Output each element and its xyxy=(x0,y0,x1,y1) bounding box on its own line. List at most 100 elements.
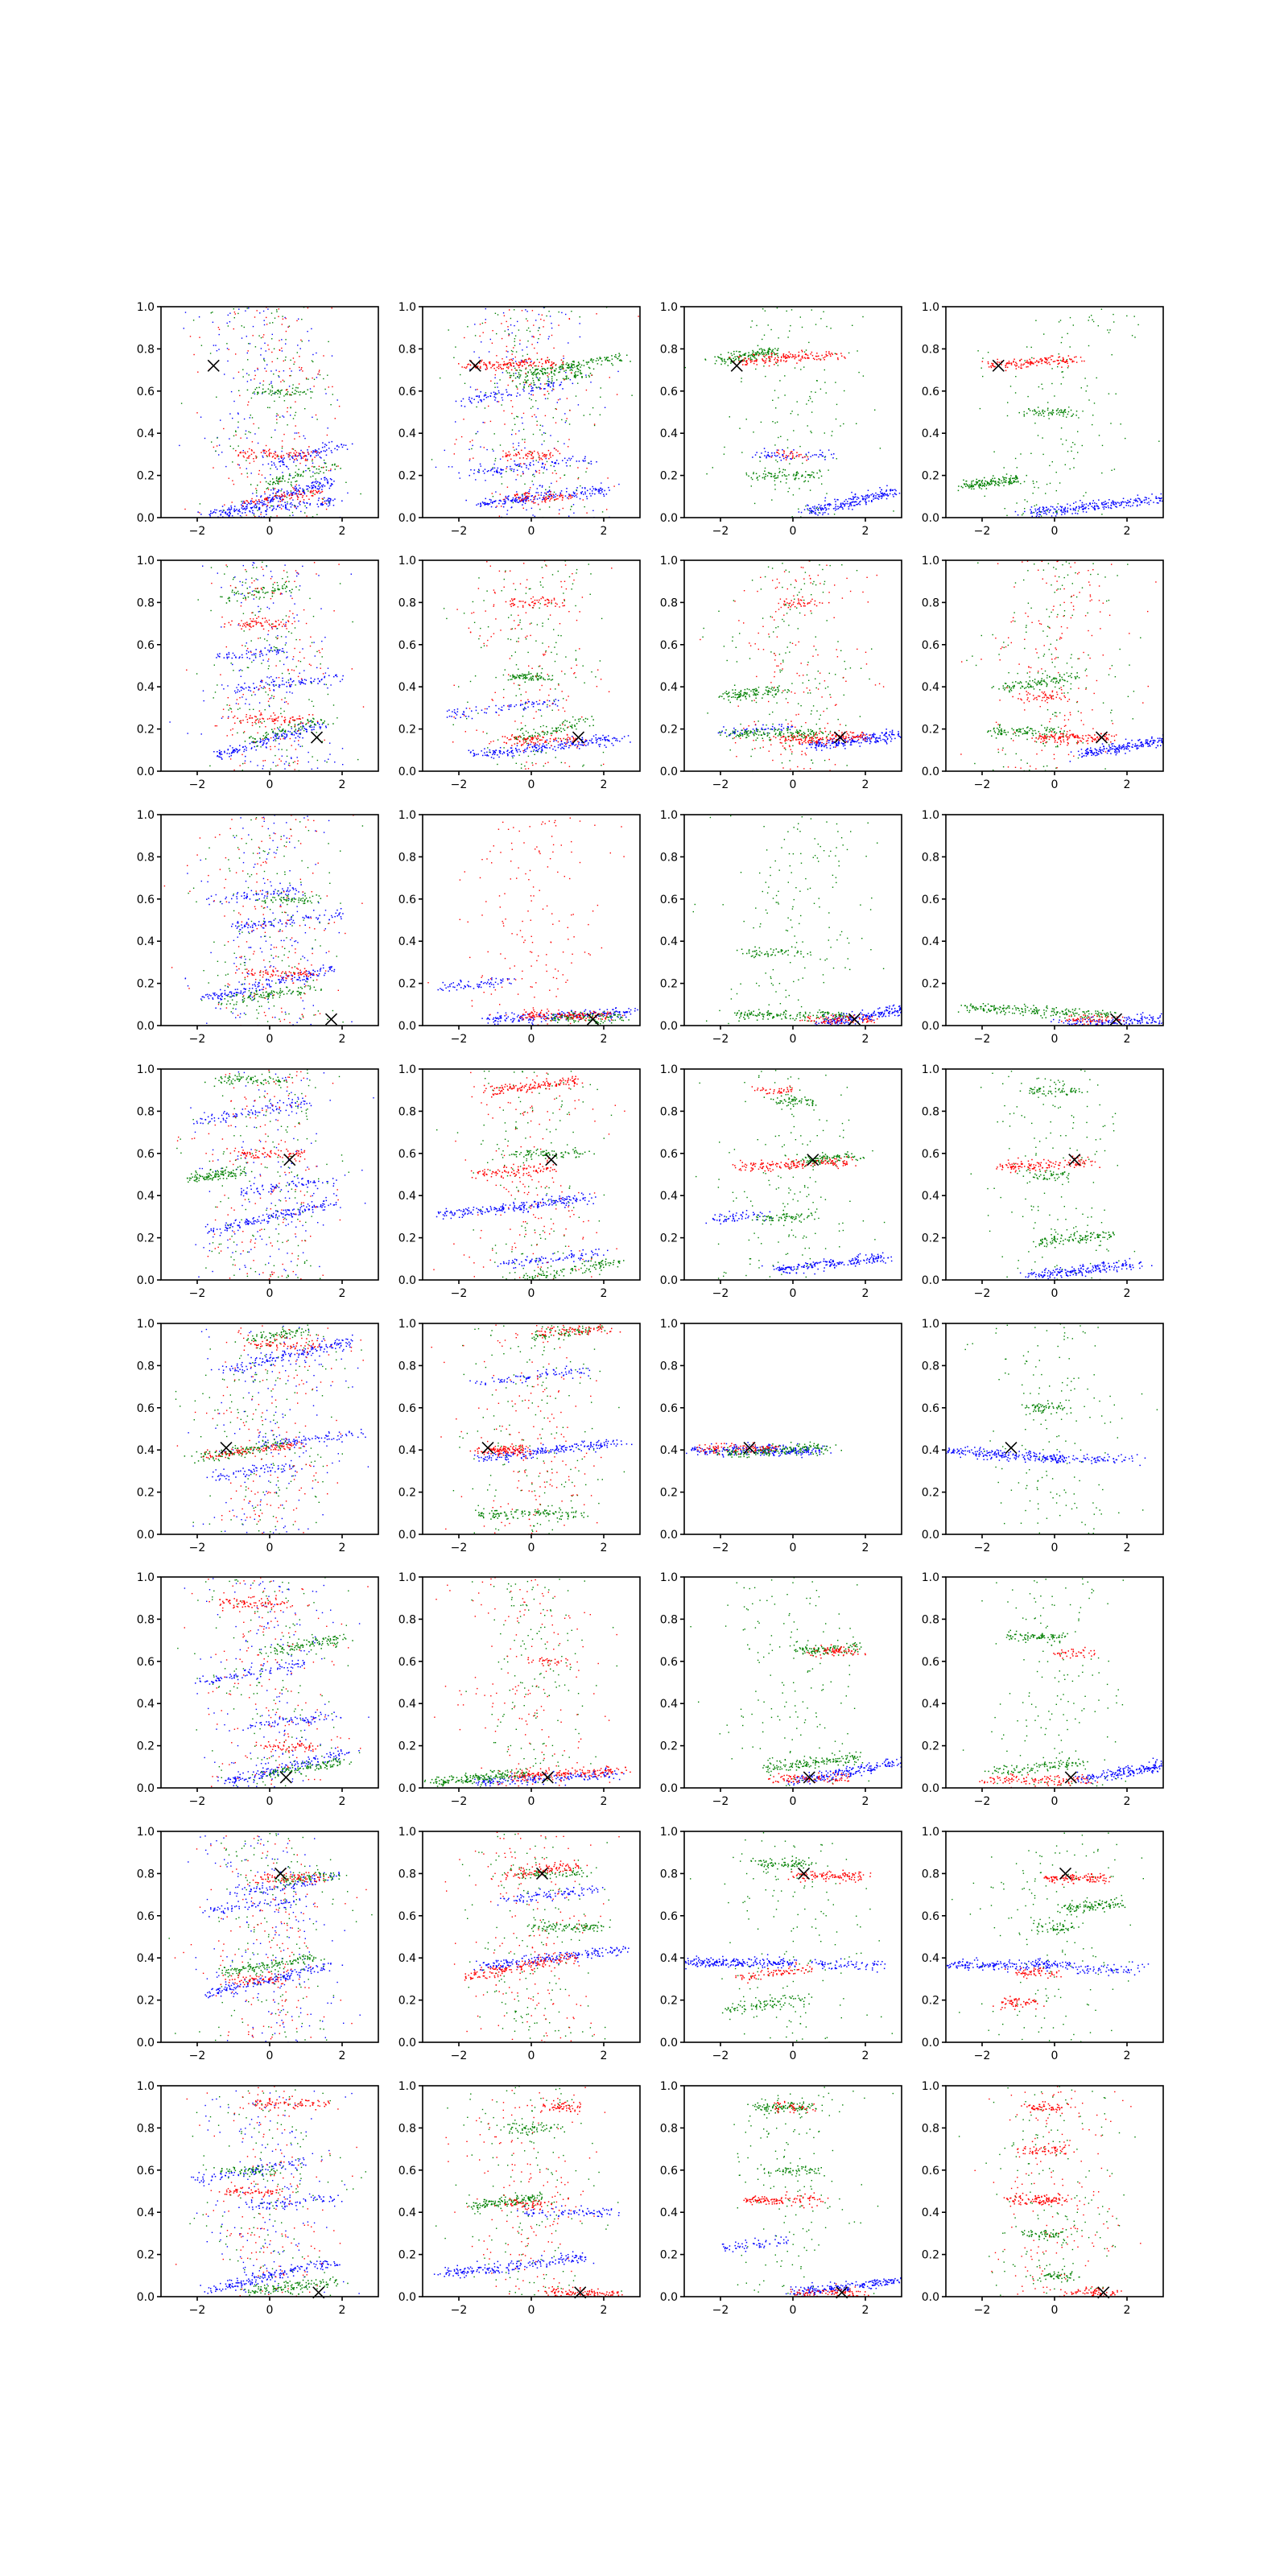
point xyxy=(293,461,295,463)
point xyxy=(531,501,533,502)
point xyxy=(812,357,815,359)
point xyxy=(532,372,534,374)
point xyxy=(295,432,298,434)
point xyxy=(293,680,295,682)
point xyxy=(293,363,295,365)
point xyxy=(566,491,568,493)
point xyxy=(556,460,558,461)
point xyxy=(268,483,270,485)
x-tick-label: 2 xyxy=(862,525,869,538)
point xyxy=(836,458,837,460)
point xyxy=(1016,502,1018,504)
point xyxy=(196,673,198,675)
point xyxy=(288,452,290,454)
point xyxy=(239,656,241,658)
point xyxy=(1088,505,1089,506)
point xyxy=(508,361,510,364)
point xyxy=(263,334,265,336)
point xyxy=(769,360,770,361)
point xyxy=(258,726,261,728)
point xyxy=(518,442,520,444)
point xyxy=(1122,502,1125,503)
point xyxy=(490,499,492,501)
point xyxy=(493,382,496,384)
point xyxy=(1021,358,1022,361)
point xyxy=(468,363,469,365)
point xyxy=(237,683,240,686)
point xyxy=(272,730,274,733)
point xyxy=(268,454,270,456)
point xyxy=(492,502,493,504)
point xyxy=(491,342,493,344)
point xyxy=(1023,414,1025,415)
point xyxy=(333,481,335,482)
point xyxy=(807,458,809,460)
point xyxy=(1080,387,1082,389)
point xyxy=(993,365,994,367)
point xyxy=(988,482,989,484)
point xyxy=(771,350,773,352)
point xyxy=(277,727,279,729)
point xyxy=(970,485,972,486)
point xyxy=(290,452,291,454)
point xyxy=(295,505,296,507)
point xyxy=(532,474,534,476)
point xyxy=(591,358,592,360)
point xyxy=(223,427,225,430)
point xyxy=(312,495,314,497)
point xyxy=(563,355,564,357)
point xyxy=(807,456,809,458)
point xyxy=(570,495,572,497)
point xyxy=(265,499,267,501)
point xyxy=(1136,505,1138,507)
point xyxy=(544,383,546,385)
point xyxy=(595,489,597,491)
point xyxy=(1108,506,1109,509)
point xyxy=(606,357,608,358)
point xyxy=(254,391,255,393)
point xyxy=(572,367,574,369)
point xyxy=(579,363,580,365)
point xyxy=(477,431,479,432)
point xyxy=(535,376,538,378)
point xyxy=(795,354,796,356)
point xyxy=(291,394,292,396)
point xyxy=(1044,510,1046,512)
point xyxy=(574,492,576,494)
point xyxy=(506,363,508,365)
point xyxy=(1139,504,1141,506)
point xyxy=(219,756,221,758)
point xyxy=(1159,499,1161,502)
point xyxy=(615,354,617,356)
point xyxy=(247,502,250,504)
point xyxy=(535,373,538,375)
point xyxy=(490,380,492,382)
point xyxy=(199,336,200,338)
point xyxy=(522,428,525,431)
point xyxy=(242,455,245,457)
point xyxy=(816,380,818,382)
point xyxy=(221,751,222,753)
point xyxy=(545,493,547,494)
point xyxy=(865,499,867,501)
point xyxy=(266,734,268,736)
point xyxy=(1098,499,1100,501)
point xyxy=(237,421,239,423)
point xyxy=(1003,481,1005,483)
point xyxy=(1081,506,1084,508)
point xyxy=(991,481,993,482)
blue-series xyxy=(1014,493,1163,518)
point xyxy=(306,485,308,487)
point xyxy=(243,456,245,458)
point xyxy=(530,382,532,384)
point xyxy=(767,455,770,456)
point xyxy=(777,477,778,479)
point xyxy=(811,471,813,473)
point xyxy=(541,501,543,503)
point xyxy=(774,454,776,456)
point xyxy=(220,752,221,754)
point xyxy=(824,507,827,509)
point xyxy=(751,320,753,322)
point xyxy=(980,481,983,482)
point xyxy=(271,386,274,389)
